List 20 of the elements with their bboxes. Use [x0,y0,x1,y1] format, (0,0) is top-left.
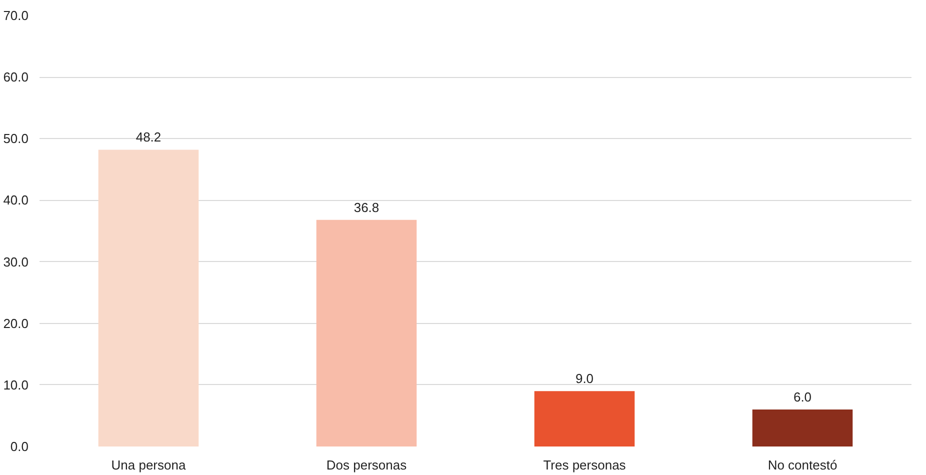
y-tick-label: 0.0 [10,439,29,454]
x-tick-label: Una persona [111,458,186,472]
x-tick-label: Dos personas [326,458,408,472]
x-tick-label: Tres personas [543,458,626,472]
y-tick-label: 30.0 [3,254,29,270]
y-tick-label: 20.0 [3,316,29,331]
bar [98,150,199,446]
y-tick-label: 50.0 [3,131,29,146]
y-tick-label: 10.0 [3,377,29,392]
data-label: 48.2 [136,130,162,145]
x-tick-label: No contestó [768,458,838,472]
y-tick-label: 70.0 [3,8,29,23]
data-label: 9.0 [575,371,594,386]
y-tick-label: 60.0 [3,70,29,85]
data-label: 6.0 [793,390,812,405]
data-label: 36.8 [354,200,380,215]
bar [316,220,417,446]
y-tick-label: 40.0 [3,192,29,208]
bar [534,391,635,446]
bar [752,410,853,446]
